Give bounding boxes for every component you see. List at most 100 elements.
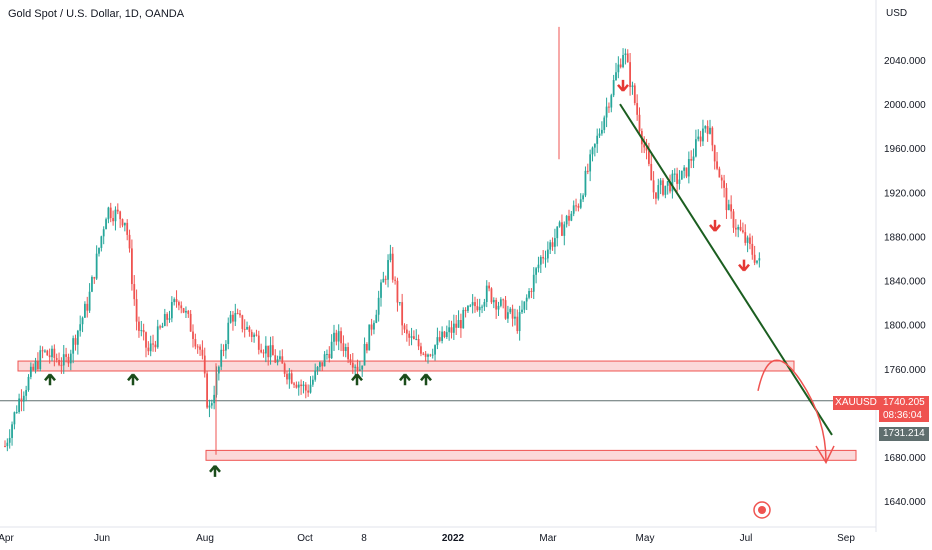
candle-body xyxy=(523,301,526,310)
candle-body xyxy=(377,297,380,315)
candle-body xyxy=(267,345,270,358)
candle-body xyxy=(213,394,216,404)
candle-body xyxy=(107,207,110,220)
candle-body xyxy=(248,326,251,332)
candle-body xyxy=(532,274,535,292)
candle-body xyxy=(537,264,540,269)
candle-body xyxy=(610,95,613,108)
candle-body xyxy=(138,321,140,331)
candle-body xyxy=(152,343,154,345)
projection-arrowhead xyxy=(815,445,835,465)
candle-body xyxy=(185,310,187,313)
candle-body xyxy=(351,362,354,368)
annotations xyxy=(44,79,835,519)
candle-body xyxy=(166,314,169,320)
candle-body xyxy=(363,343,366,366)
candle-body xyxy=(241,315,244,329)
candle-body xyxy=(86,303,89,311)
candle-body xyxy=(685,167,688,177)
candle-body xyxy=(429,354,432,356)
candle-body xyxy=(528,291,530,298)
support-zone-lower xyxy=(205,449,857,461)
candle-body xyxy=(34,361,37,370)
price-axis: 1640.0001680.0001720.0001760.0001800.000… xyxy=(875,0,926,532)
candle-body xyxy=(76,330,79,345)
candle-body xyxy=(636,103,639,115)
candle-body xyxy=(716,161,718,169)
candle-body xyxy=(408,333,411,338)
candle-body xyxy=(37,361,39,370)
candle-body xyxy=(525,297,528,302)
candle-body xyxy=(159,326,161,328)
candle-body xyxy=(173,299,176,303)
candle-body xyxy=(589,154,592,172)
candle-body xyxy=(485,285,488,303)
candle-body xyxy=(687,159,690,177)
candle-body xyxy=(161,325,164,328)
candle-body xyxy=(102,229,105,237)
candle-body xyxy=(168,318,171,320)
candle-body xyxy=(232,314,234,322)
candle-body xyxy=(58,359,60,365)
candle-body xyxy=(196,346,199,348)
candle-body xyxy=(436,337,439,346)
candle-body xyxy=(720,177,723,181)
candle-body xyxy=(391,253,394,280)
x-tick-label: Sep xyxy=(837,533,855,544)
candle-body xyxy=(142,330,145,333)
candle-body xyxy=(65,354,67,357)
candle-body xyxy=(744,232,747,243)
economic-event-dot xyxy=(758,506,766,514)
candle-body xyxy=(756,260,758,263)
candle-body xyxy=(749,237,751,244)
candle-body xyxy=(67,356,70,364)
candle-body xyxy=(109,207,112,219)
support-zone-upper xyxy=(17,360,795,372)
candle-body xyxy=(530,291,533,293)
candle-body xyxy=(203,355,206,374)
candle-body xyxy=(133,284,136,300)
candle-body xyxy=(187,310,190,314)
candle-body xyxy=(255,334,258,336)
candle-body xyxy=(511,308,514,319)
candle-body xyxy=(509,308,512,313)
candle-body xyxy=(95,253,98,279)
candle-body xyxy=(431,354,434,356)
time-axis: Apr Jun Aug Oct 8 2022 Mar May Jul Sep xyxy=(0,526,876,544)
candle-body xyxy=(483,302,486,307)
up-arrow-icon xyxy=(127,373,139,386)
candle-body xyxy=(201,349,204,356)
candle-body xyxy=(673,173,676,175)
candle-body xyxy=(46,350,49,356)
y-tick-label: 2040.000 xyxy=(884,56,926,67)
candle-body xyxy=(330,341,333,359)
candle-body xyxy=(11,424,13,438)
candle-body xyxy=(72,338,75,354)
candle-body xyxy=(361,365,364,370)
x-tick-label: 2022 xyxy=(442,533,465,544)
candle-body xyxy=(605,106,608,118)
currency-label: USD xyxy=(886,8,908,19)
candle-body xyxy=(591,147,594,155)
candle-body xyxy=(723,180,725,188)
candle-body xyxy=(692,156,695,161)
candle-body xyxy=(507,312,509,319)
candle-body xyxy=(147,347,150,352)
candle-body xyxy=(131,248,133,285)
candle-body xyxy=(441,331,443,341)
candle-body xyxy=(178,302,180,306)
candle-body xyxy=(556,226,559,239)
candle-body xyxy=(290,373,293,384)
candle-body xyxy=(342,343,345,351)
candle-body xyxy=(563,224,566,236)
candle-body xyxy=(624,53,627,56)
candle-body xyxy=(20,398,23,402)
candle-body xyxy=(295,384,298,388)
candle-body xyxy=(74,338,77,345)
candle-body xyxy=(32,366,35,370)
candle-body xyxy=(739,226,742,231)
candle-body xyxy=(222,349,225,351)
x-tick-label: Apr xyxy=(0,533,14,544)
up-arrow-icon xyxy=(209,465,221,477)
candle-body xyxy=(709,127,711,134)
